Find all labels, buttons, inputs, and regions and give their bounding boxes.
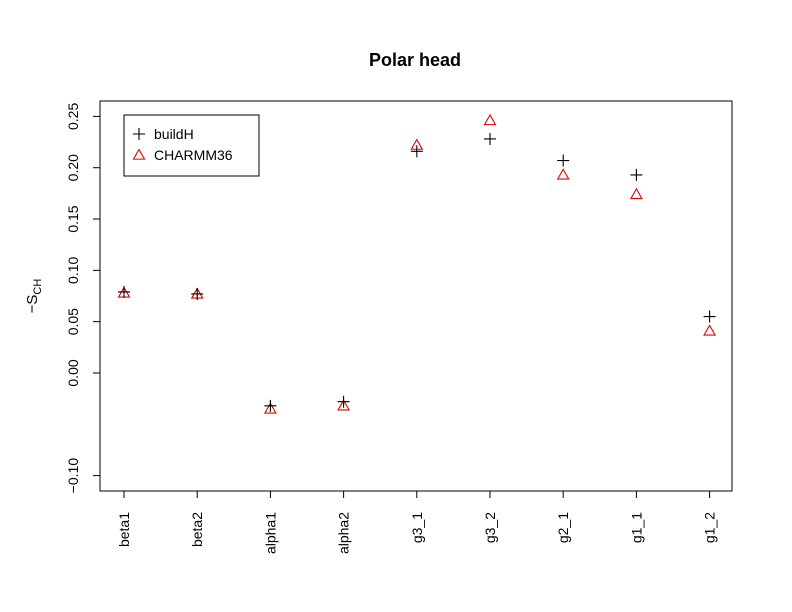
y-axis-label: −SCH bbox=[24, 279, 44, 314]
point-charmm36 bbox=[629, 187, 643, 200]
x-axis: beta1 beta2 alpha1 alpha2 g3_1 g3_2 g2_1 g1_1 g1… bbox=[116, 490, 718, 554]
y-tick-label: −0.10 bbox=[65, 458, 81, 494]
x-tick-label: g1_2 bbox=[702, 512, 718, 543]
series-buildh bbox=[118, 132, 716, 412]
x-tick-label: beta1 bbox=[116, 512, 132, 547]
y-tick-label: 0.25 bbox=[65, 103, 81, 130]
chart-title: Polar head bbox=[369, 50, 461, 70]
legend-marker-buildh bbox=[133, 128, 145, 140]
x-tick-label: g1_1 bbox=[628, 512, 644, 543]
y-axis: −0.10 0.00 0.05 0.10 0.15 0.20 0.25 bbox=[65, 103, 101, 494]
legend-label-buildh: buildH bbox=[154, 126, 194, 142]
x-tick-label: g2_1 bbox=[555, 512, 571, 543]
x-tick-label: alpha2 bbox=[336, 512, 352, 554]
point-charmm36 bbox=[556, 168, 570, 180]
data-points bbox=[117, 113, 717, 414]
point-buildh bbox=[703, 310, 716, 323]
point-buildh bbox=[337, 395, 350, 408]
y-tick-label: 0.10 bbox=[65, 257, 81, 284]
legend-label-charmm36: CHARMM36 bbox=[154, 147, 233, 163]
point-buildh bbox=[630, 168, 643, 181]
point-buildh bbox=[191, 287, 204, 300]
legend-box bbox=[123, 114, 260, 177]
point-buildh bbox=[557, 154, 570, 167]
point-charmm36 bbox=[263, 402, 277, 414]
x-tick-label: alpha1 bbox=[262, 512, 278, 554]
y-tick-label: 0.05 bbox=[65, 308, 81, 335]
x-tick-label: g3_2 bbox=[482, 512, 498, 543]
legend-marker-charmm36 bbox=[132, 148, 146, 160]
x-tick-label: beta2 bbox=[189, 512, 205, 547]
y-tick-label: 0.15 bbox=[65, 205, 81, 232]
y-axis-label-subscript: CH bbox=[32, 279, 44, 295]
point-charmm36 bbox=[703, 324, 717, 336]
point-buildh bbox=[410, 145, 423, 158]
point-buildh bbox=[264, 399, 277, 412]
point-buildh bbox=[484, 132, 496, 145]
y-tick-label: 0.00 bbox=[65, 359, 81, 386]
point-charmm36 bbox=[337, 399, 351, 411]
point-buildh bbox=[118, 285, 130, 298]
x-tick-label: g3_1 bbox=[409, 512, 425, 543]
legend: buildH CHARMM36 bbox=[123, 114, 260, 177]
y-tick-label: 0.20 bbox=[65, 154, 81, 181]
point-charmm36 bbox=[483, 113, 497, 126]
